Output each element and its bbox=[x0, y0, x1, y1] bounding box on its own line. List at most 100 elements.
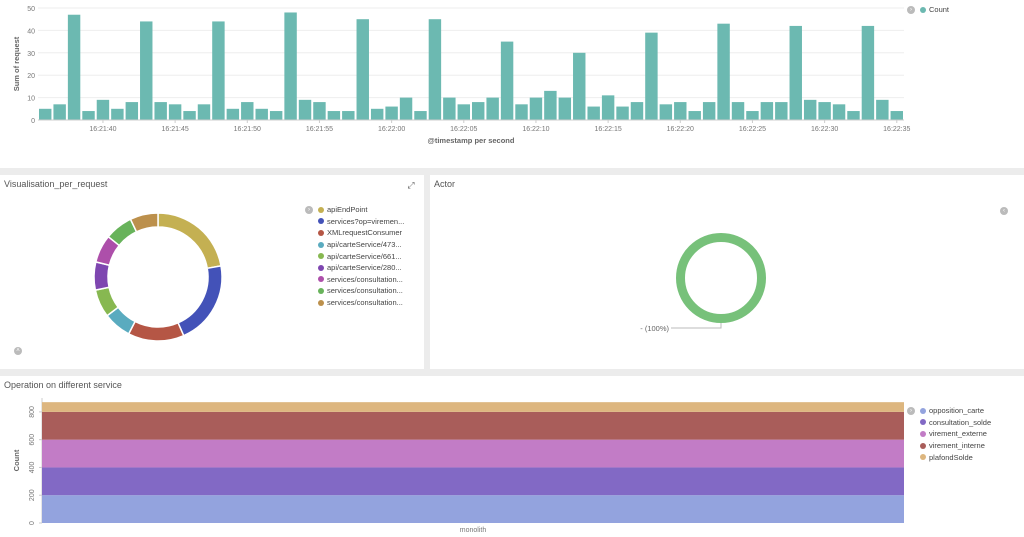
legend-dot-icon bbox=[920, 430, 926, 437]
x-tick-label: 16:22:20 bbox=[667, 126, 694, 133]
legend-dot-icon bbox=[318, 218, 324, 225]
request-legend-item[interactable]: XMLrequestConsumer bbox=[318, 227, 404, 239]
legend-dot-icon bbox=[920, 442, 926, 449]
legend-label: plafondSolde bbox=[929, 452, 973, 462]
request-legend-item[interactable]: apiEndPoint bbox=[318, 204, 404, 216]
request-legend-item[interactable]: services/consultation... bbox=[318, 285, 404, 297]
collapse-up-icon[interactable]: ˄ bbox=[14, 347, 22, 355]
legend-label: XMLrequestConsumer bbox=[327, 228, 403, 238]
bar bbox=[399, 97, 413, 120]
bar bbox=[39, 108, 52, 120]
bar bbox=[544, 90, 557, 120]
bar bbox=[515, 104, 528, 120]
legend-dot-icon bbox=[920, 419, 926, 426]
bar bbox=[183, 111, 196, 120]
x-tick-label: 16:21:55 bbox=[306, 126, 333, 133]
request-donut-slice bbox=[157, 212, 222, 270]
stacked-segment bbox=[42, 411, 904, 440]
request-legend-item[interactable]: api/carteService/661... bbox=[318, 250, 404, 262]
y-tick-label: 800 bbox=[29, 406, 36, 418]
legend-label: virement_externe bbox=[929, 429, 987, 439]
operation-legend-item[interactable]: virement_externe bbox=[920, 428, 991, 440]
request-legend: apiEndPoint services?op=viremen... XMLrequ… bbox=[318, 204, 404, 308]
operation-legend-item[interactable]: virement_interne bbox=[920, 440, 991, 452]
stacked-segment bbox=[42, 402, 904, 412]
x-tick-label: 16:22:15 bbox=[594, 126, 621, 133]
request-legend-item[interactable]: services/consultation... bbox=[318, 274, 404, 286]
y-tick-label: 50 bbox=[27, 6, 35, 13]
bar bbox=[702, 102, 716, 120]
request-legend-item[interactable]: services/consultation... bbox=[318, 297, 404, 309]
x-tick-label: 16:21:40 bbox=[89, 126, 116, 133]
bar bbox=[746, 111, 759, 120]
operation-legend-item[interactable]: plafondSolde bbox=[920, 451, 991, 463]
bar bbox=[154, 102, 167, 120]
legend-dot-icon bbox=[318, 264, 324, 271]
bar bbox=[140, 21, 153, 120]
legend-dot-icon bbox=[920, 454, 926, 461]
bar bbox=[832, 104, 846, 120]
legend-dot-icon bbox=[920, 6, 926, 13]
bar bbox=[731, 102, 745, 120]
legend-label: services/consultation... bbox=[327, 286, 403, 296]
bar bbox=[861, 25, 875, 121]
data-label: - (100%) bbox=[640, 324, 669, 333]
operation-service-panel: Operation on different service 0 200 400 60… bbox=[0, 376, 1024, 537]
bar bbox=[630, 102, 644, 120]
expand-icon[interactable]: ⤢ bbox=[407, 180, 415, 190]
legend-toggle-icon[interactable]: › bbox=[305, 206, 313, 214]
x-tick-label: 16:22:00 bbox=[378, 126, 405, 133]
data-label-leader bbox=[671, 323, 722, 329]
bar bbox=[645, 32, 658, 120]
bar bbox=[298, 99, 312, 120]
bar bbox=[486, 97, 499, 120]
bar bbox=[385, 106, 398, 120]
bar bbox=[67, 14, 81, 120]
request-legend-item[interactable]: api/carteService/473... bbox=[318, 239, 404, 251]
bar bbox=[255, 108, 268, 120]
bar bbox=[269, 111, 283, 120]
legend-toggle-icon[interactable]: ‹ bbox=[1000, 207, 1008, 215]
y-tick-label: 200 bbox=[29, 489, 36, 501]
legend-toggle-icon[interactable]: › bbox=[907, 407, 915, 415]
bar bbox=[356, 19, 369, 121]
bar bbox=[688, 111, 701, 120]
bar bbox=[53, 104, 66, 120]
histogram-legend: Count bbox=[920, 4, 949, 16]
bar bbox=[226, 108, 240, 120]
request-legend-item[interactable]: api/carteService/280... bbox=[318, 262, 404, 274]
operation-stacked-chart: 0 200 400 600 800 monolith Count bbox=[12, 398, 904, 534]
y-axis-title: Count bbox=[12, 449, 21, 471]
bar bbox=[472, 102, 485, 120]
bar bbox=[327, 111, 341, 120]
stacked-segment bbox=[42, 439, 904, 468]
legend-toggle-icon[interactable]: › bbox=[907, 6, 915, 14]
y-tick-label: 10 bbox=[27, 96, 35, 103]
operation-legend: opposition_carte consultation_solde vireme… bbox=[920, 405, 991, 463]
actor-donut-chart: - (100%) bbox=[640, 233, 766, 333]
request-legend-item[interactable]: services?op=viremen... bbox=[318, 216, 404, 228]
bar bbox=[125, 102, 139, 120]
actor-donut-slice bbox=[676, 233, 766, 323]
y-tick-label: 0 bbox=[31, 118, 35, 125]
operation-legend-item[interactable]: opposition_carte bbox=[920, 405, 991, 417]
legend-dot-icon bbox=[318, 206, 324, 213]
bar bbox=[241, 102, 254, 120]
bar bbox=[616, 106, 629, 120]
bar bbox=[428, 19, 442, 121]
request-donut-slice bbox=[93, 261, 111, 291]
bar bbox=[558, 97, 572, 120]
x-tick-label: 16:21:50 bbox=[234, 126, 261, 133]
x-tick-label: 16:22:35 bbox=[883, 126, 910, 133]
histogram-legend-item[interactable]: Count bbox=[920, 4, 949, 16]
request-donut-slice bbox=[127, 320, 185, 342]
bar bbox=[370, 108, 384, 120]
visualisation-per-request-panel: Visualisation_per_request ⤢ › apiEndPoin… bbox=[0, 175, 424, 369]
bar bbox=[96, 99, 110, 120]
bar bbox=[168, 104, 182, 120]
bar bbox=[443, 97, 456, 120]
operation-legend-item[interactable]: consultation_solde bbox=[920, 417, 991, 429]
legend-label: apiEndPoint bbox=[327, 205, 368, 215]
bar bbox=[717, 23, 730, 120]
bar bbox=[284, 12, 297, 121]
